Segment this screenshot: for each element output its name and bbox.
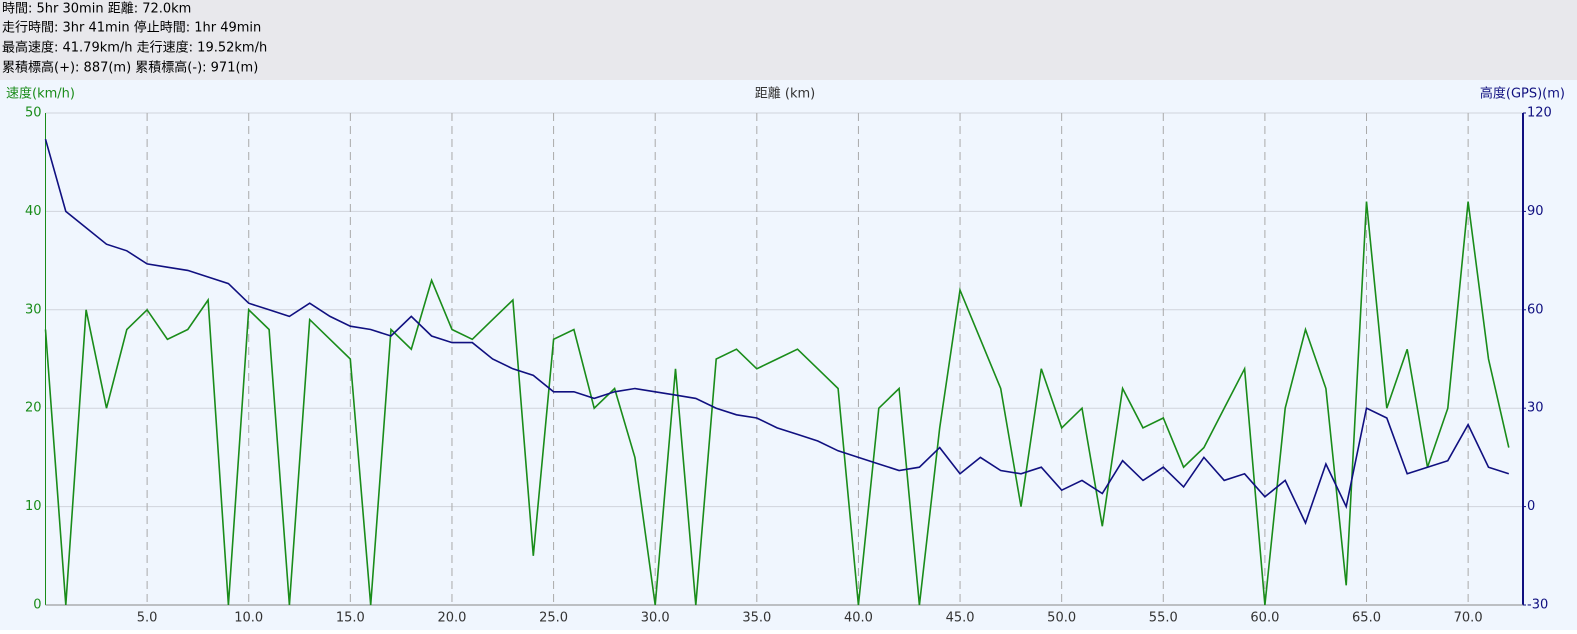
y2-tick-label: 30	[1527, 401, 1544, 416]
x-tick-label: 40.0	[844, 611, 873, 626]
x-tick-label: 25.0	[539, 611, 568, 626]
series-line	[44, 138, 1510, 526]
x-tick-label: 30.0	[641, 611, 670, 626]
x-tick-label: 50.0	[1047, 611, 1076, 626]
y-tick-label: 0	[33, 598, 41, 613]
x-tick-label: 70.0	[1454, 611, 1483, 626]
x-tick-label: 10.0	[234, 611, 263, 626]
x-tick-label: 35.0	[742, 611, 771, 626]
x-tick-label: 60.0	[1250, 611, 1279, 626]
summary-line: 累積標高(+): 887(m) 累積標高(-): 971(m)	[2, 60, 258, 76]
summary-line: 走行時間: 3hr 41min 停止時間: 1hr 49min	[2, 20, 261, 36]
x-tick-label: 45.0	[946, 611, 975, 626]
x-tick-label: 15.0	[336, 611, 365, 626]
chart-panel	[0, 80, 1577, 630]
y2-tick-label: 0	[1527, 499, 1535, 514]
y-tick-label: 20	[25, 401, 42, 416]
x-tick-label: 55.0	[1149, 611, 1178, 626]
y2-tick-label: -30	[1527, 598, 1548, 613]
y-tick-label: 10	[25, 499, 42, 514]
y2-tick-label: 60	[1527, 302, 1544, 317]
x-tick-label: 20.0	[437, 611, 466, 626]
series-line	[44, 201, 1510, 606]
x-tick-label: 5.0	[137, 611, 158, 626]
y2-axis-label: 高度(GPS)(m)	[1480, 86, 1565, 102]
y2-tick-label: 90	[1527, 204, 1544, 219]
summary-line: 最高速度: 41.79km/h 走行速度: 19.52km/h	[2, 40, 267, 56]
y-tick-label: 50	[25, 106, 42, 121]
y-tick-label: 40	[25, 204, 42, 219]
y-tick-label: 30	[25, 302, 42, 317]
x-axis-label: 距離 (km)	[755, 87, 815, 102]
x-tick-label: 65.0	[1352, 611, 1381, 626]
summary-panel	[0, 0, 1577, 80]
summary-line: 時間: 5hr 30min 距離: 72.0km	[2, 2, 191, 17]
y2-tick-label: 120	[1527, 106, 1552, 121]
y-axis-label: 速度(km/h)	[6, 86, 75, 102]
